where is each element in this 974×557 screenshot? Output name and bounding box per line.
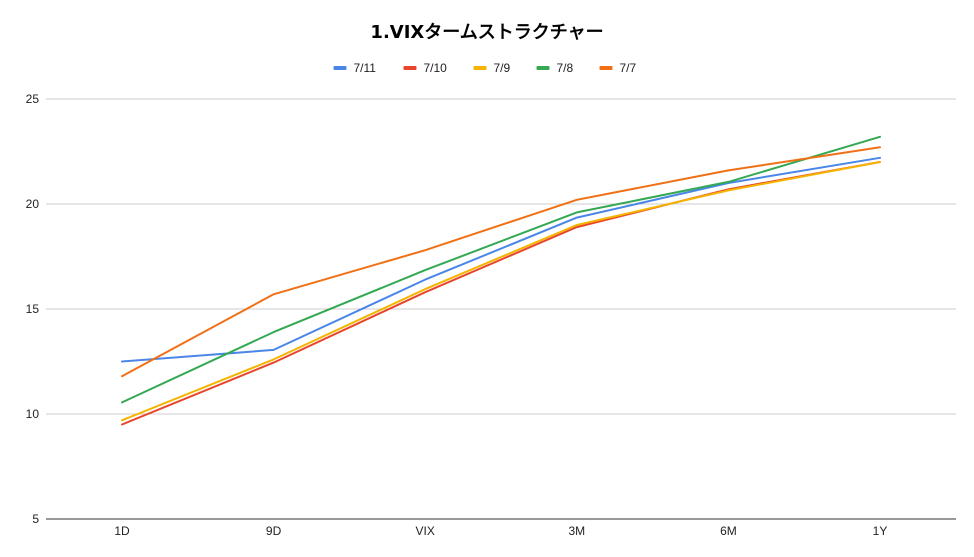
series-group — [121, 135, 881, 426]
legend-label: 7/10 — [424, 61, 448, 75]
legend-label: 7/8 — [557, 61, 574, 75]
legend-item: 7/7 — [599, 61, 637, 75]
legend-item: 7/11 — [333, 61, 377, 75]
legend-swatch — [536, 66, 550, 70]
x-tick-label: 6M — [720, 524, 737, 538]
x-tick-label: 1Y — [873, 524, 888, 538]
y-tick-label: 5 — [32, 512, 39, 526]
y-tick-label: 25 — [26, 92, 40, 106]
legend-swatch — [599, 66, 613, 70]
gridlines — [46, 98, 956, 415]
series-line-7-10 — [121, 161, 881, 426]
legend-label: 7/7 — [620, 61, 637, 75]
series-line-7-11 — [121, 156, 881, 363]
legend-item: 7/10 — [403, 61, 448, 75]
y-tick-label: 20 — [26, 197, 40, 211]
y-axis: 5 10 15 20 25 — [26, 92, 40, 526]
x-tick-label: 1D — [114, 524, 130, 538]
y-tick-label: 10 — [26, 407, 40, 421]
series-line-7-8 — [121, 135, 881, 404]
legend-label: 7/11 — [354, 61, 377, 75]
legend-item: 7/9 — [473, 61, 511, 75]
legend: 7/11 7/10 7/9 7/8 7/7 — [333, 61, 637, 75]
series-line-7-9 — [121, 161, 881, 422]
legend-swatch — [473, 66, 487, 70]
x-axis: 1D 9D VIX 3M 6M 1Y — [46, 518, 956, 538]
legend-label: 7/9 — [494, 61, 511, 75]
legend-swatch — [403, 66, 417, 70]
legend-swatch — [333, 66, 347, 70]
x-tick-label: 3M — [568, 524, 585, 538]
x-tick-label: 9D — [266, 524, 282, 538]
legend-item: 7/8 — [536, 61, 574, 75]
x-tick-label: VIX — [416, 524, 435, 538]
series-line-7-7 — [121, 146, 881, 378]
chart-title: 1.VIXタームストラクチャー — [370, 22, 603, 43]
y-tick-label: 15 — [26, 302, 40, 316]
